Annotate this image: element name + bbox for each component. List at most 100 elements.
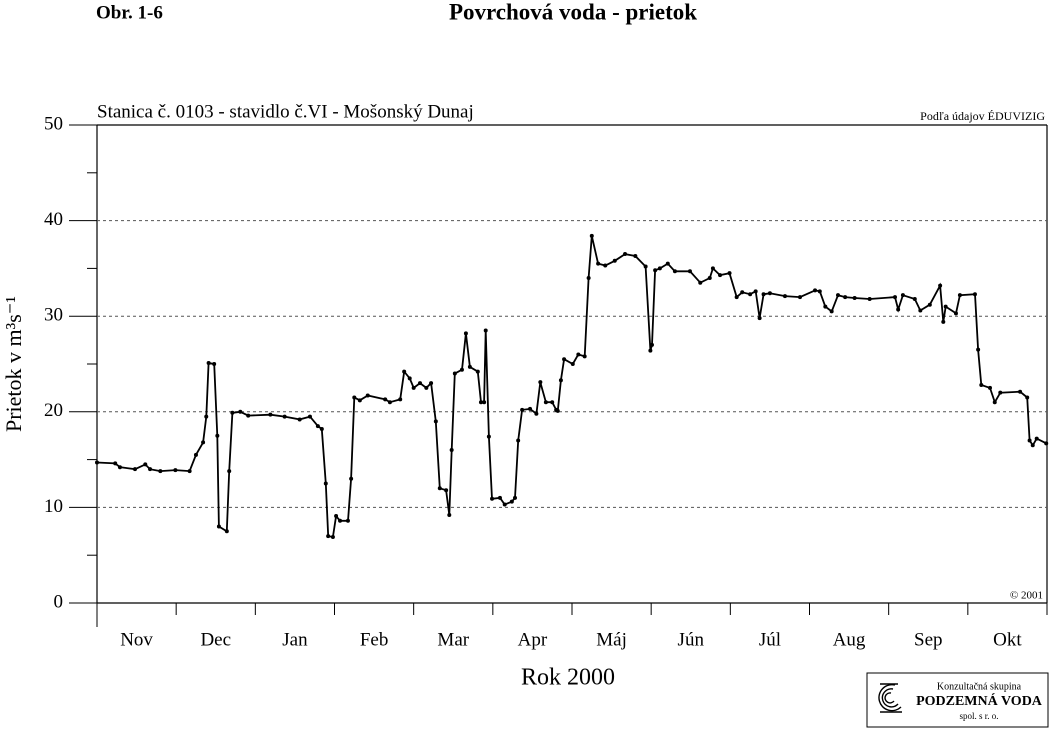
data-point — [570, 362, 575, 366]
data-point — [204, 414, 209, 419]
data-point — [449, 448, 454, 453]
data-point — [1034, 436, 1039, 441]
data-point — [158, 469, 163, 474]
x-tick-label: Jan — [282, 629, 308, 650]
data-point — [836, 293, 840, 298]
y-tick-label: 10 — [44, 496, 63, 517]
x-tick-label: Mar — [437, 629, 469, 650]
x-tick-label: Aug — [833, 629, 866, 650]
data-point — [463, 331, 468, 336]
data-point — [576, 352, 581, 357]
data-point — [555, 408, 560, 413]
data-point — [843, 295, 848, 300]
data-point — [927, 302, 932, 307]
data-point — [216, 524, 221, 529]
data-point — [543, 400, 548, 405]
data-point — [193, 452, 198, 457]
data-point — [893, 295, 897, 300]
data-point — [447, 513, 452, 518]
x-axis-label: Rok 2000 — [521, 665, 615, 691]
y-tick-label: 30 — [44, 305, 63, 326]
data-point — [357, 398, 362, 403]
data-point — [1027, 438, 1032, 443]
data-point — [998, 390, 1003, 395]
data-point — [748, 292, 753, 297]
x-tick-label: Sep — [914, 629, 943, 650]
data-point — [727, 271, 732, 276]
data-point — [718, 273, 723, 278]
data-point — [953, 311, 958, 316]
data-point — [482, 400, 487, 405]
logo-icon — [878, 683, 902, 713]
data-point — [649, 342, 654, 347]
data-point — [246, 413, 251, 418]
data-point — [95, 460, 99, 465]
y-tick-label: 0 — [54, 591, 64, 612]
logo-line: spol. s r. o. — [959, 711, 998, 721]
data-point — [418, 381, 422, 386]
data-point — [323, 481, 328, 486]
data-point — [586, 275, 591, 280]
data-point — [330, 535, 335, 540]
data-point — [315, 424, 320, 429]
data-point — [589, 233, 594, 238]
data-point — [798, 295, 802, 300]
data-point — [117, 465, 122, 470]
data-point — [707, 275, 712, 280]
data-point — [558, 378, 563, 383]
x-tick-label: Okt — [993, 629, 1022, 650]
x-tick-label: Apr — [518, 629, 548, 650]
data-point — [467, 364, 472, 369]
data-point — [345, 518, 350, 523]
data-point — [643, 264, 648, 269]
data-point — [429, 381, 434, 386]
source-note: Podľa údajov ÉDUVIZIG — [920, 109, 1045, 123]
data-point — [829, 309, 834, 314]
data-point — [782, 294, 787, 299]
data-point — [957, 293, 962, 298]
data-point — [710, 266, 715, 271]
x-tick-label: Jún — [678, 629, 705, 650]
data-point — [1044, 441, 1049, 446]
x-tick-label: Feb — [360, 629, 389, 650]
y-tick-label: 20 — [44, 400, 63, 421]
x-tick-label: Júl — [759, 629, 781, 650]
data-point — [349, 476, 354, 481]
data-point — [227, 469, 232, 474]
figure-label: Obr. 1-6 — [96, 2, 163, 23]
data-point — [992, 400, 997, 405]
data-point — [398, 397, 403, 402]
data-line — [96, 235, 1047, 539]
data-point — [988, 385, 992, 390]
data-point — [475, 369, 480, 374]
data-point — [402, 369, 407, 374]
data-point — [307, 414, 312, 419]
data-point — [979, 383, 984, 388]
data-point — [212, 362, 217, 366]
data-point — [411, 385, 416, 390]
data-point — [740, 290, 745, 295]
data-point — [665, 261, 670, 266]
data-point — [452, 371, 457, 376]
data-point — [497, 495, 502, 500]
data-point — [596, 261, 601, 266]
logo-name: PODZEMNÁ VODA — [916, 692, 1043, 709]
y-tick-label: 40 — [44, 209, 63, 230]
data-point — [734, 295, 739, 300]
data-point — [201, 440, 206, 445]
data-point — [1030, 443, 1035, 448]
data-point — [383, 397, 388, 402]
data-point — [483, 328, 488, 333]
data-point — [502, 502, 507, 507]
data-point — [562, 357, 567, 362]
data-point — [653, 268, 658, 273]
data-point — [444, 488, 449, 493]
data-point — [113, 461, 118, 466]
data-point — [334, 514, 339, 519]
data-point — [687, 269, 692, 274]
data-point — [338, 518, 343, 523]
data-point — [698, 280, 703, 285]
data-point — [823, 304, 828, 309]
data-point — [238, 409, 243, 414]
